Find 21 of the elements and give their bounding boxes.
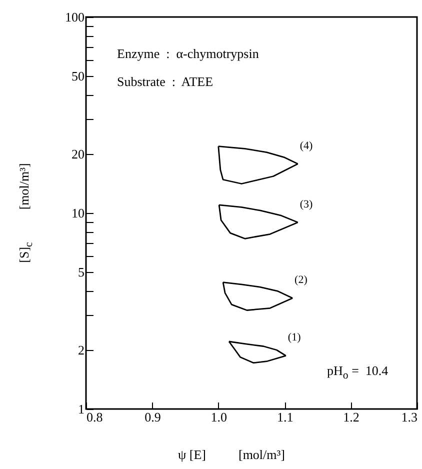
series-label: (1) (288, 332, 302, 344)
series-label: (3) (300, 198, 314, 210)
x-tick-label: 1.1 (276, 410, 294, 424)
annotation: pH$_{o}$ = 10.4 (327, 363, 388, 382)
annotation: Substrate : ATEE (117, 74, 214, 89)
x-tick-label: 1.3 (401, 410, 418, 424)
y-tick-label: 1 (78, 402, 84, 416)
y-tick-label: 5 (78, 264, 84, 280)
series-label: (2) (294, 274, 308, 286)
annotation: Enzyme : α-chymotrypsin (117, 46, 259, 61)
y-tick-label: 10 (72, 206, 84, 220)
x-tick-label: 1.0 (210, 410, 228, 424)
x-axis-title: ψ [E] [mol/m³] (178, 447, 285, 462)
y-tick-label: 2 (78, 342, 84, 358)
y-tick-label: 100 (65, 10, 84, 24)
x-tick-label: 0.9 (144, 410, 161, 424)
x-tick-label: 0.8 (86, 410, 103, 424)
x-tick-label: 1.2 (343, 410, 360, 424)
y-tick-label: 50 (72, 68, 84, 84)
y-tick-label: 20 (72, 146, 84, 162)
series-label: (4) (300, 140, 314, 152)
